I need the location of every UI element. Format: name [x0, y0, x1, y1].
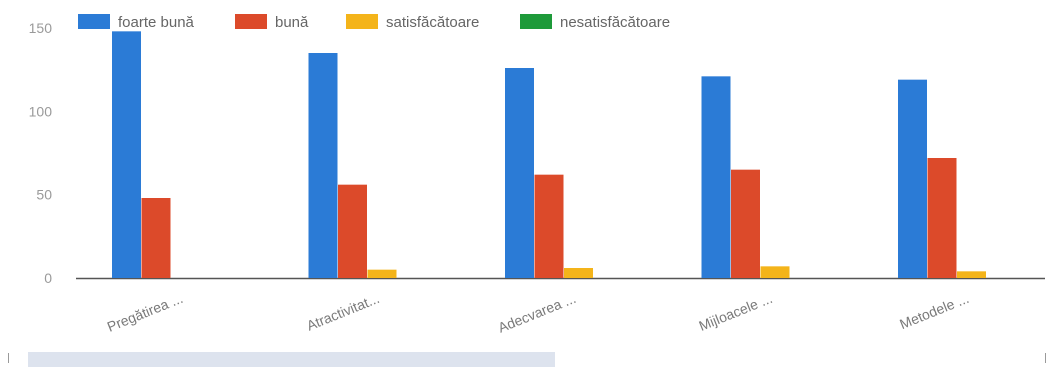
x-tick-label: Metodele ... — [897, 290, 971, 332]
legend-label-4: nesatisfăcătoare — [560, 14, 670, 31]
x-tick-label: Adecvarea ... — [496, 290, 578, 336]
y-tick-label: 50 — [36, 187, 52, 203]
edge-mark-right — [1045, 353, 1046, 363]
legend-swatch-1 — [78, 14, 110, 29]
bar-2-2[interactable] — [338, 184, 367, 278]
legend-swatch-4 — [520, 14, 552, 29]
x-tick-label: Atractivitat... — [304, 290, 381, 334]
bar-1-4[interactable] — [701, 76, 731, 278]
legend-label-2: bună — [275, 14, 309, 31]
bar-2-4[interactable] — [731, 169, 760, 278]
x-tick-label: Mijloacele ... — [696, 290, 774, 334]
y-tick-label: 0 — [44, 270, 52, 286]
bar-3-5[interactable] — [957, 271, 986, 278]
bar-1-1[interactable] — [112, 31, 141, 279]
bar-1-2[interactable] — [308, 53, 338, 278]
bar-1-5[interactable] — [898, 79, 927, 279]
y-tick-label: 100 — [29, 103, 53, 119]
edge-mark-left — [8, 353, 9, 363]
scroll-strip[interactable] — [28, 352, 555, 367]
bar-1-3[interactable] — [505, 68, 534, 278]
legend-label-3: satisfăcătoare — [386, 14, 479, 31]
x-tick-label: Pregătirea ... — [105, 290, 185, 335]
legend-swatch-3 — [346, 14, 378, 29]
bar-2-3[interactable] — [534, 174, 564, 278]
bar-3-2[interactable] — [367, 269, 397, 278]
y-tick-label: 150 — [29, 20, 53, 36]
bar-3-4[interactable] — [760, 266, 790, 278]
bar-2-5[interactable] — [927, 158, 957, 278]
legend-label-1: foarte bună — [118, 14, 195, 31]
bar-2-1[interactable] — [141, 198, 171, 278]
bar-3-3[interactable] — [564, 268, 593, 278]
legend-swatch-2 — [235, 14, 267, 29]
